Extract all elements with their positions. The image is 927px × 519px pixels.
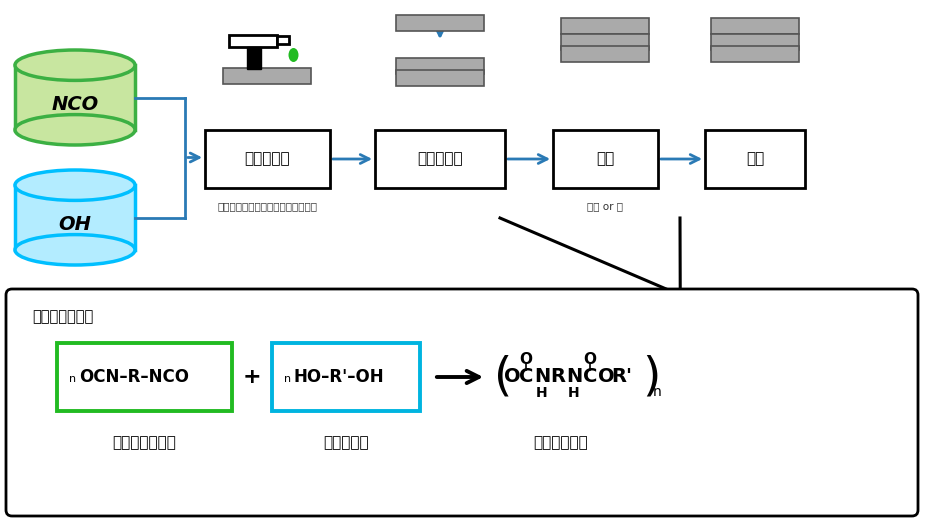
Text: (: ( (493, 354, 512, 400)
Text: C: C (582, 367, 597, 387)
FancyBboxPatch shape (57, 343, 232, 411)
FancyBboxPatch shape (15, 65, 134, 130)
FancyBboxPatch shape (561, 34, 649, 46)
FancyBboxPatch shape (396, 15, 484, 31)
Text: n: n (69, 374, 76, 384)
Text: O: O (597, 367, 614, 387)
Text: NCO: NCO (51, 94, 98, 114)
Ellipse shape (15, 235, 134, 265)
FancyBboxPatch shape (205, 130, 330, 188)
Text: 硬化: 硬化 (596, 152, 614, 167)
FancyBboxPatch shape (705, 130, 804, 188)
Text: R': R' (611, 367, 632, 387)
Text: ウレタン化反応: ウレタン化反応 (32, 309, 93, 324)
Text: O: O (503, 367, 520, 387)
FancyBboxPatch shape (15, 185, 134, 250)
Text: カートリッジ・ディスペンサーなど: カートリッジ・ディスペンサーなど (217, 201, 317, 211)
Text: H: H (536, 386, 547, 400)
FancyBboxPatch shape (223, 68, 311, 84)
Ellipse shape (15, 50, 134, 80)
Text: C: C (518, 367, 533, 387)
Text: 接着: 接着 (745, 152, 763, 167)
Ellipse shape (15, 115, 134, 145)
Text: ): ) (641, 354, 660, 400)
Text: R: R (550, 367, 565, 387)
Text: 常温 or 熱: 常温 or 熱 (587, 201, 623, 211)
Text: イソシアネート: イソシアネート (112, 435, 176, 450)
FancyBboxPatch shape (710, 46, 798, 62)
Text: N: N (565, 367, 581, 387)
FancyBboxPatch shape (248, 47, 261, 69)
FancyBboxPatch shape (396, 58, 484, 70)
FancyBboxPatch shape (710, 34, 798, 50)
FancyBboxPatch shape (552, 130, 657, 188)
FancyBboxPatch shape (396, 70, 484, 86)
Text: H: H (567, 386, 579, 400)
Text: OH: OH (58, 215, 92, 234)
FancyBboxPatch shape (561, 46, 649, 62)
Text: OCN–R–NCO: OCN–R–NCO (79, 368, 189, 386)
Text: n: n (652, 385, 661, 399)
Text: O: O (583, 351, 596, 366)
FancyBboxPatch shape (710, 18, 798, 34)
Text: O: O (519, 351, 532, 366)
FancyBboxPatch shape (6, 289, 917, 516)
FancyBboxPatch shape (396, 58, 484, 74)
FancyBboxPatch shape (561, 18, 649, 34)
FancyBboxPatch shape (375, 130, 504, 188)
Text: 混合・塗布: 混合・塗布 (245, 152, 290, 167)
Text: ウレタン樹脂: ウレタン樹脂 (533, 435, 588, 450)
FancyBboxPatch shape (229, 35, 277, 47)
Text: +: + (243, 367, 261, 387)
Text: n: n (284, 374, 291, 384)
Ellipse shape (15, 170, 134, 200)
Text: HO–R'–OH: HO–R'–OH (294, 368, 384, 386)
Text: 貼り合わせ: 貼り合わせ (417, 152, 463, 167)
FancyBboxPatch shape (561, 34, 649, 50)
FancyBboxPatch shape (710, 34, 798, 46)
FancyBboxPatch shape (272, 343, 420, 411)
Text: N: N (533, 367, 550, 387)
Text: ポリオール: ポリオール (323, 435, 368, 450)
FancyBboxPatch shape (277, 36, 289, 44)
Ellipse shape (288, 48, 298, 62)
